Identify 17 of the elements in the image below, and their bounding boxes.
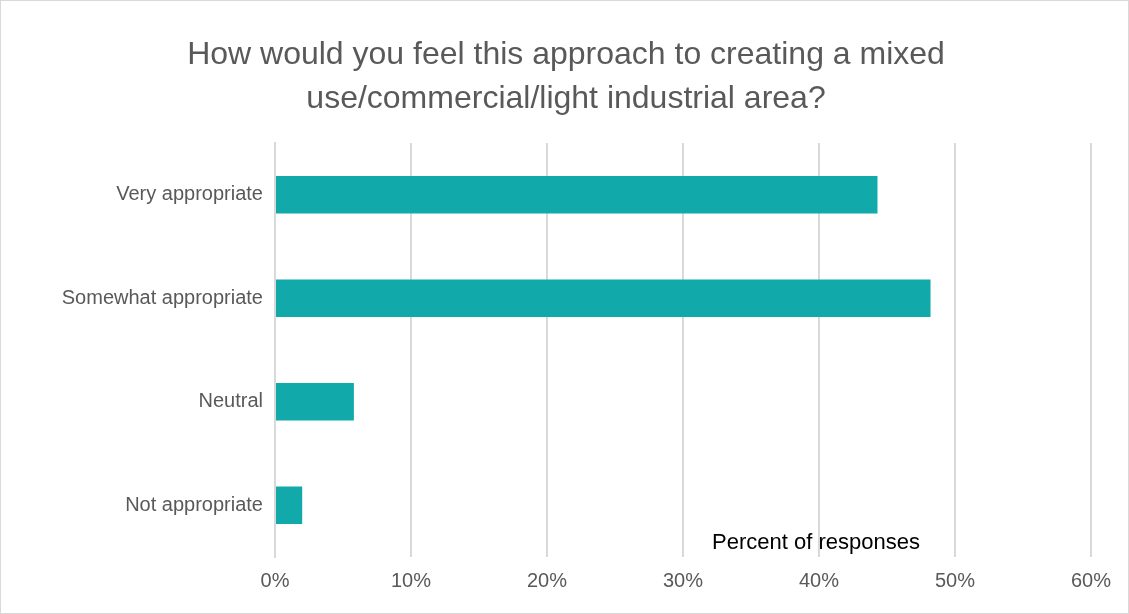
x-axis-title: Percent of responses xyxy=(712,529,920,555)
x-tick-label: 0% xyxy=(260,568,290,591)
x-tick-label: 40% xyxy=(798,568,840,591)
chart-title: How would you feel this approach to creating a mixed use/commercial/light industrial area? xyxy=(186,34,946,117)
x-tick-label: 30% xyxy=(662,568,704,591)
bar xyxy=(276,383,354,421)
x-tick-label: 10% xyxy=(390,568,432,591)
x-tick-label: 50% xyxy=(934,568,976,591)
y-tick-label: Neutral xyxy=(198,389,263,412)
x-tick-label: 20% xyxy=(526,568,568,591)
y-tick-label: Not appropriate xyxy=(125,492,263,515)
y-tick-label: Somewhat appropriate xyxy=(61,285,263,308)
bar xyxy=(276,279,931,317)
bar xyxy=(276,176,878,214)
x-tick-label: 60% xyxy=(1070,568,1112,591)
y-tick-label: Very appropriate xyxy=(116,182,263,205)
bar xyxy=(276,486,303,524)
